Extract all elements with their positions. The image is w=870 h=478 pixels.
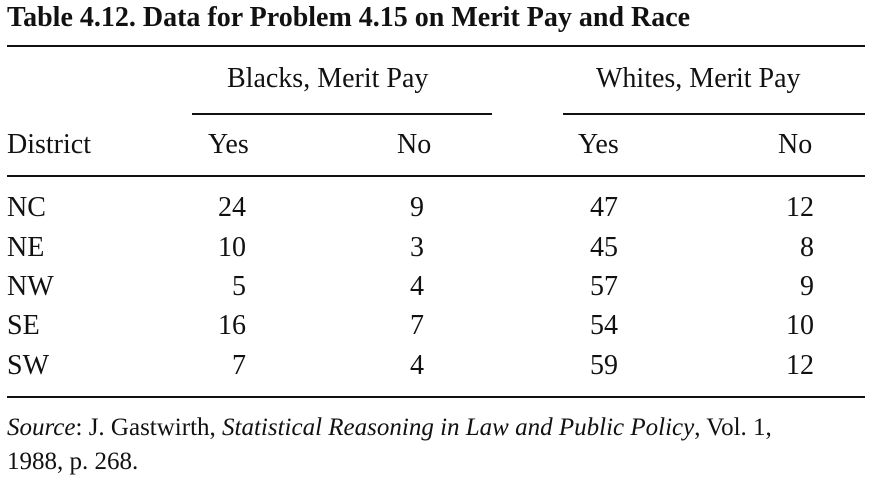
district-cell: NE <box>7 232 45 263</box>
source-book-title: Statistical Reasoning in Law and Public … <box>222 414 695 441</box>
group-rule-blacks <box>192 113 492 115</box>
district-cell: NC <box>7 192 46 223</box>
source-volume: , Vol. 1, <box>694 414 772 441</box>
district-cell: SW <box>7 350 49 381</box>
blacks-no-cell: 9 <box>410 192 424 223</box>
bottom-rule <box>7 396 865 398</box>
column-header-blacks-yes: Yes <box>208 129 249 160</box>
column-header-whites-yes: Yes <box>578 129 619 160</box>
blacks-no-cell: 3 <box>410 232 424 263</box>
blacks-yes-cell: 10 <box>218 232 246 263</box>
column-header-blacks-no: No <box>397 129 432 160</box>
whites-no-cell: 12 <box>786 192 814 223</box>
whites-no-cell: 9 <box>800 271 814 302</box>
group-header-whites: Whites, Merit Pay <box>596 63 801 94</box>
whites-no-cell: 10 <box>786 310 814 341</box>
source-author: : J. Gastwirth, <box>75 414 223 441</box>
column-header-district: District <box>7 129 91 160</box>
blacks-yes-cell: 24 <box>218 192 246 223</box>
whites-yes-cell: 45 <box>590 232 618 263</box>
column-header-whites-no: No <box>778 129 813 160</box>
table-title: Table 4.12. Data for Problem 4.15 on Mer… <box>7 2 691 33</box>
group-rule-whites <box>563 113 865 115</box>
district-cell: NW <box>7 271 54 302</box>
header-rule <box>7 175 865 177</box>
group-header-blacks: Blacks, Merit Pay <box>227 63 429 94</box>
top-rule <box>7 45 865 47</box>
source-note: Source: J. Gastwirth, Statistical Reason… <box>7 412 772 444</box>
blacks-no-cell: 4 <box>410 271 424 302</box>
district-cell: SE <box>7 310 40 341</box>
whites-no-cell: 12 <box>786 350 814 381</box>
blacks-yes-cell: 16 <box>218 310 246 341</box>
whites-yes-cell: 54 <box>590 310 618 341</box>
whites-yes-cell: 47 <box>590 192 618 223</box>
source-label: Source <box>7 414 76 441</box>
whites-yes-cell: 57 <box>590 271 618 302</box>
blacks-yes-cell: 5 <box>232 271 246 302</box>
whites-yes-cell: 59 <box>590 350 618 381</box>
blacks-no-cell: 7 <box>410 310 424 341</box>
blacks-no-cell: 4 <box>410 350 424 381</box>
blacks-yes-cell: 7 <box>232 350 246 381</box>
whites-no-cell: 8 <box>800 232 814 263</box>
source-year-page: 1988, p. 268. <box>7 448 139 475</box>
